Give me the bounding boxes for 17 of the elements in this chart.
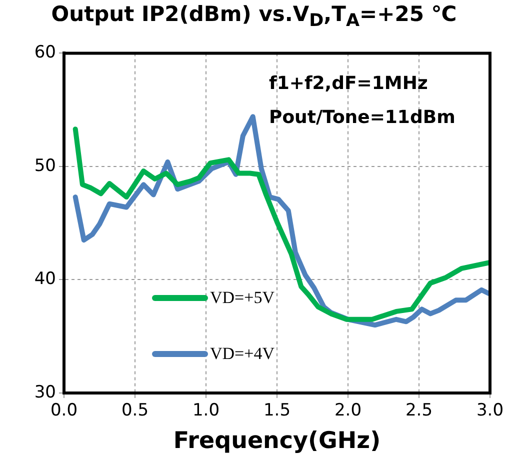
x-tick-label: 0.0 — [50, 400, 78, 421]
x-tick-label: 3.0 — [476, 400, 504, 421]
y-tick-label: 40 — [34, 269, 56, 290]
annotation: f1+f2,dF=1MHz — [269, 73, 428, 94]
y-tick-label: 30 — [34, 382, 56, 402]
x-axis-title: Frequency(GHz) — [173, 428, 381, 454]
x-tick-label: 1.5 — [263, 400, 291, 421]
x-tick-label: 2.0 — [334, 400, 362, 421]
y-tick-label: 50 — [34, 156, 56, 176]
chart-title: Output IP2(dBm) vs.V$_{D}$,T$_{A}$=+25 ℃ — [50, 2, 458, 32]
annotation: Pout/Tone=11dBm — [269, 107, 456, 128]
legend-label: VD=+5V — [210, 288, 275, 308]
x-tick-label: 2.5 — [405, 400, 433, 421]
legend-label: VD=+4V — [210, 344, 275, 364]
x-tick-label: 1.0 — [192, 400, 220, 421]
y-tick-label: 60 — [34, 42, 56, 63]
x-tick-label: 0.5 — [121, 400, 149, 421]
